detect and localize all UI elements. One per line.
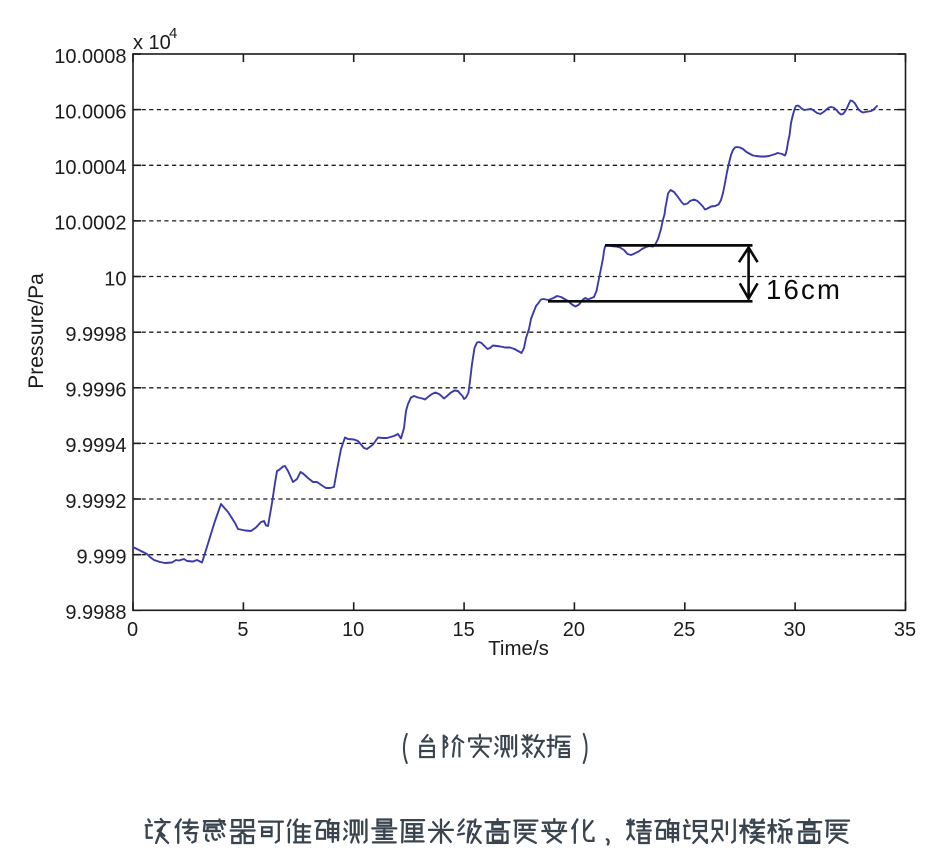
svg-text:16cm: 16cm xyxy=(766,274,842,305)
svg-text:10.0002: 10.0002 xyxy=(54,213,126,235)
svg-text:9.999: 9.999 xyxy=(76,547,126,569)
svg-text:15: 15 xyxy=(452,619,474,641)
svg-text:10.0006: 10.0006 xyxy=(54,101,126,123)
svg-text:9.9998: 9.9998 xyxy=(65,324,126,346)
svg-text:9.9988: 9.9988 xyxy=(65,602,126,624)
svg-text:10.0008: 10.0008 xyxy=(54,46,126,68)
svg-text:5: 5 xyxy=(237,619,248,641)
svg-text:9.9992: 9.9992 xyxy=(65,491,126,513)
svg-text:x 10: x 10 xyxy=(133,32,171,54)
svg-text:20: 20 xyxy=(563,619,585,641)
svg-text:10.0004: 10.0004 xyxy=(54,157,126,179)
svg-text:Time/s: Time/s xyxy=(488,637,549,660)
svg-text:10: 10 xyxy=(342,619,364,641)
svg-text:Pressure/Pa: Pressure/Pa xyxy=(25,273,48,389)
svg-text:4: 4 xyxy=(169,25,177,42)
svg-text:9.9996: 9.9996 xyxy=(65,380,126,402)
svg-text:0: 0 xyxy=(127,619,138,641)
svg-text:9.9994: 9.9994 xyxy=(65,435,126,457)
svg-text:25: 25 xyxy=(673,619,695,641)
svg-text:10: 10 xyxy=(104,268,126,290)
svg-text:35: 35 xyxy=(894,619,916,641)
svg-text:30: 30 xyxy=(783,619,805,641)
